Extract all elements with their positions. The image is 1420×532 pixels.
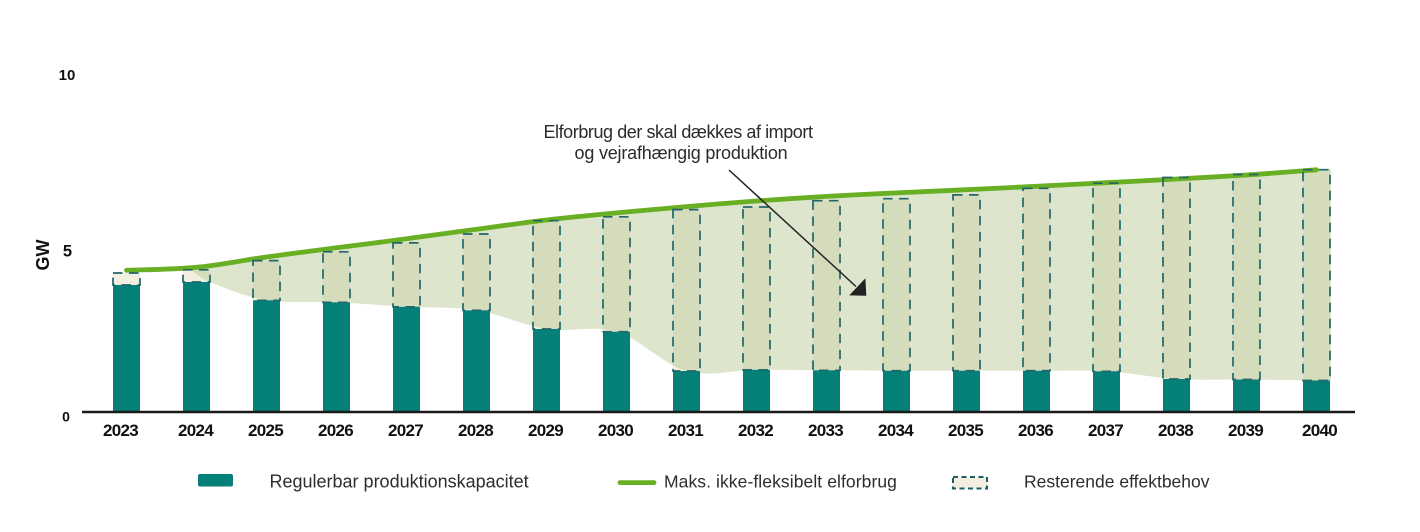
svg-text:2035: 2035 <box>948 421 983 440</box>
svg-text:10: 10 <box>59 67 76 84</box>
svg-text:2027: 2027 <box>388 421 423 440</box>
svg-text:2023: 2023 <box>103 421 138 440</box>
svg-text:2033: 2033 <box>808 421 843 440</box>
svg-text:0: 0 <box>62 409 70 425</box>
svg-text:Elforbrug der skal dækkes af i: Elforbrug der skal dækkes af import <box>543 122 812 142</box>
svg-text:2034: 2034 <box>878 421 914 440</box>
svg-text:Regulerbar produktionskapacite: Regulerbar produktionskapacitet <box>270 472 529 492</box>
svg-text:2038: 2038 <box>1158 421 1193 440</box>
svg-text:2039: 2039 <box>1228 421 1263 440</box>
svg-text:2024: 2024 <box>178 421 214 440</box>
svg-text:2036: 2036 <box>1018 421 1053 440</box>
svg-text:Resterende effektbehov: Resterende effektbehov <box>1024 472 1210 492</box>
svg-text:2032: 2032 <box>738 421 773 440</box>
svg-text:2025: 2025 <box>248 421 283 440</box>
svg-text:GW: GW <box>33 239 53 270</box>
svg-text:2030: 2030 <box>598 421 633 440</box>
svg-text:2028: 2028 <box>458 421 493 440</box>
svg-text:2031: 2031 <box>668 421 703 440</box>
svg-text:Maks. ikke-fleksibelt elforbru: Maks. ikke-fleksibelt elforbrug <box>664 472 897 492</box>
svg-text:5: 5 <box>63 243 72 261</box>
svg-text:og vejrafhængig produktion: og vejrafhængig produktion <box>575 143 788 163</box>
svg-text:2026: 2026 <box>318 421 353 440</box>
svg-text:2040: 2040 <box>1302 421 1337 440</box>
svg-text:2037: 2037 <box>1088 421 1123 440</box>
svg-text:2029: 2029 <box>528 421 563 440</box>
